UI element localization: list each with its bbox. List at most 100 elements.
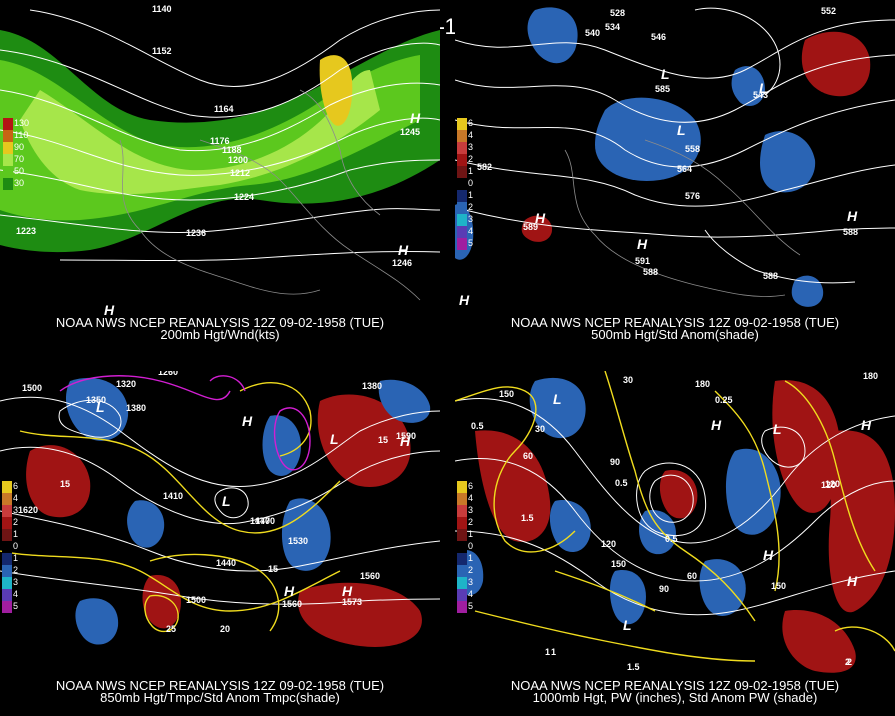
contour-label: 1.5 xyxy=(521,513,534,523)
contour-label: 1236 xyxy=(186,228,207,238)
contour-label: 585 xyxy=(655,84,671,94)
contour-label: 150 xyxy=(499,389,515,399)
height-contours xyxy=(455,7,895,284)
panel-850mb-caption-line2: 850mb Hgt/Tmpc/Std Anom Tmpc(shade) xyxy=(100,690,340,705)
panel-850mb: 6 4 3 2 1 0 1 2 3 4 5 1260 1320 1350 138… xyxy=(0,371,440,716)
contour-label: 120 xyxy=(821,480,837,490)
contour-label: 1.5 xyxy=(627,662,640,672)
wind-scale: 130 110 90 70 50 30 xyxy=(3,118,29,190)
contour-label: 1440 xyxy=(216,558,237,568)
temperature-contours-magenta xyxy=(59,375,311,471)
panel-500mb-caption-line2: 500mb Hgt/Std Anom(shade) xyxy=(591,327,759,342)
high-marker: H xyxy=(861,417,872,433)
contour-label: 15 xyxy=(378,435,389,445)
contour-label: 120 xyxy=(601,539,617,549)
panel-1000mb-caption-line2: 1000mb Hgt, PW (inches), Std Anom PW (sh… xyxy=(532,690,818,705)
contour-label: 15 xyxy=(268,564,279,574)
coastlines xyxy=(119,89,421,301)
contour-label: 60 xyxy=(523,451,534,461)
contour-label: 0.5 xyxy=(665,534,678,544)
panel-200mb-caption-line2: 200mb Hgt/Wnd(kts) xyxy=(160,327,280,342)
high-marker: H xyxy=(342,583,353,599)
contour-label: 1573 xyxy=(342,597,363,607)
contour-label: 546 xyxy=(651,32,667,42)
panel-850mb-caption-line1: NOAA NWS NCEP REANALYSIS 12Z 09-02-1958 … xyxy=(55,678,385,693)
low-marker: L xyxy=(759,80,768,96)
low-marker: L xyxy=(661,66,670,82)
contour-label: 1380 xyxy=(362,381,383,391)
contour-label: 1350 xyxy=(86,395,107,405)
contour-label: 588 xyxy=(763,271,779,281)
high-marker: H xyxy=(400,433,411,449)
contour-label: 25 xyxy=(166,624,177,634)
contour-label: 558 xyxy=(685,144,701,154)
contour-label: 150 xyxy=(771,581,787,591)
contour-label: 0.5 xyxy=(471,421,484,431)
height-contours xyxy=(0,9,440,261)
contour-label: 90 xyxy=(610,457,621,467)
contour-label: 15 xyxy=(60,479,71,489)
high-marker: H xyxy=(763,547,774,563)
wind-shading xyxy=(0,30,440,253)
contour-label: 1320 xyxy=(116,379,137,389)
panel-1000mb: 6 4 3 2 1 0 1 2 3 4 5 150 30 60 90 120 1… xyxy=(455,371,895,716)
pw-contours xyxy=(455,371,895,662)
height-contours xyxy=(0,396,440,605)
anomaly-scale: 6 4 3 2 1 0 1 2 3 4 5 xyxy=(457,481,473,613)
contour-label: 1560 xyxy=(282,599,303,609)
panel-200mb-map xyxy=(0,9,440,301)
high-marker: H xyxy=(637,236,648,252)
contour-label: 1140 xyxy=(152,4,172,14)
contour-label: 30 xyxy=(535,424,546,434)
contour-label: 1500 xyxy=(22,383,43,393)
contour-label: 1164 xyxy=(214,104,234,114)
contour-label: 588 xyxy=(843,227,859,237)
contour-label: 1188 xyxy=(222,145,242,155)
contour-label: 180 xyxy=(695,379,711,389)
low-marker: L xyxy=(623,617,632,633)
contour-label: 90 xyxy=(659,584,670,594)
contour-label: 591 xyxy=(635,256,651,266)
anomaly-shading xyxy=(455,7,871,307)
anomaly-scale: 6 4 3 2 1 0 1 2 3 4 5 xyxy=(2,481,18,613)
contour-label: 540 xyxy=(585,28,601,38)
contour-label: 534 xyxy=(605,22,621,32)
high-marker: H xyxy=(847,573,858,589)
anomaly-scale: 6 4 3 2 1 0 1 2 3 4 5 xyxy=(457,118,473,250)
high-marker: H xyxy=(847,208,858,224)
contour-label: 150 xyxy=(611,559,627,569)
panel-1000mb-caption-line1: NOAA NWS NCEP REANALYSIS 12Z 09-02-1958 … xyxy=(510,678,840,693)
low-marker: L xyxy=(677,122,686,138)
panel-850mb-map xyxy=(0,375,440,647)
height-contours xyxy=(455,397,895,616)
panel-200mb: 130 110 90 70 50 30 1140 1152 1164 1176 … xyxy=(0,0,440,345)
contour-label: 1 xyxy=(545,647,551,657)
contour-label: 589 xyxy=(523,222,539,232)
contour-label: 552 xyxy=(821,6,837,16)
contour-label: 0.5 xyxy=(615,478,628,488)
panel-500mb-map xyxy=(455,7,895,307)
low-marker: L xyxy=(773,421,782,437)
contour-label: 1224 xyxy=(234,192,255,202)
contour-label: 1 xyxy=(551,647,557,657)
high-marker: H xyxy=(410,110,421,126)
contour-label: 1246 xyxy=(392,258,413,268)
contour-label: 1620 xyxy=(18,505,39,515)
contour-label: 1530 xyxy=(288,536,309,546)
low-marker: L xyxy=(330,431,339,447)
contour-label: 576 xyxy=(685,191,701,201)
high-marker: H xyxy=(398,242,409,258)
contour-label: 1152 xyxy=(152,46,172,56)
low-marker: L xyxy=(553,391,562,407)
contour-label: 1223 xyxy=(16,226,37,236)
high-marker: H xyxy=(535,210,546,226)
contour-label: 20 xyxy=(220,624,231,634)
panel-500mb: 6 4 3 2 1 0 1 2 3 4 5 528 534 540 546 55… xyxy=(455,0,895,345)
contour-label: 1590 xyxy=(396,431,417,441)
panel-1000mb-map xyxy=(455,371,895,673)
contour-label: 120 xyxy=(825,479,841,489)
contour-label: 1212 xyxy=(230,168,251,178)
contour-label: 2 xyxy=(847,657,853,667)
contour-label: 1410 xyxy=(163,491,184,501)
contour-label: 1200 xyxy=(228,155,249,165)
